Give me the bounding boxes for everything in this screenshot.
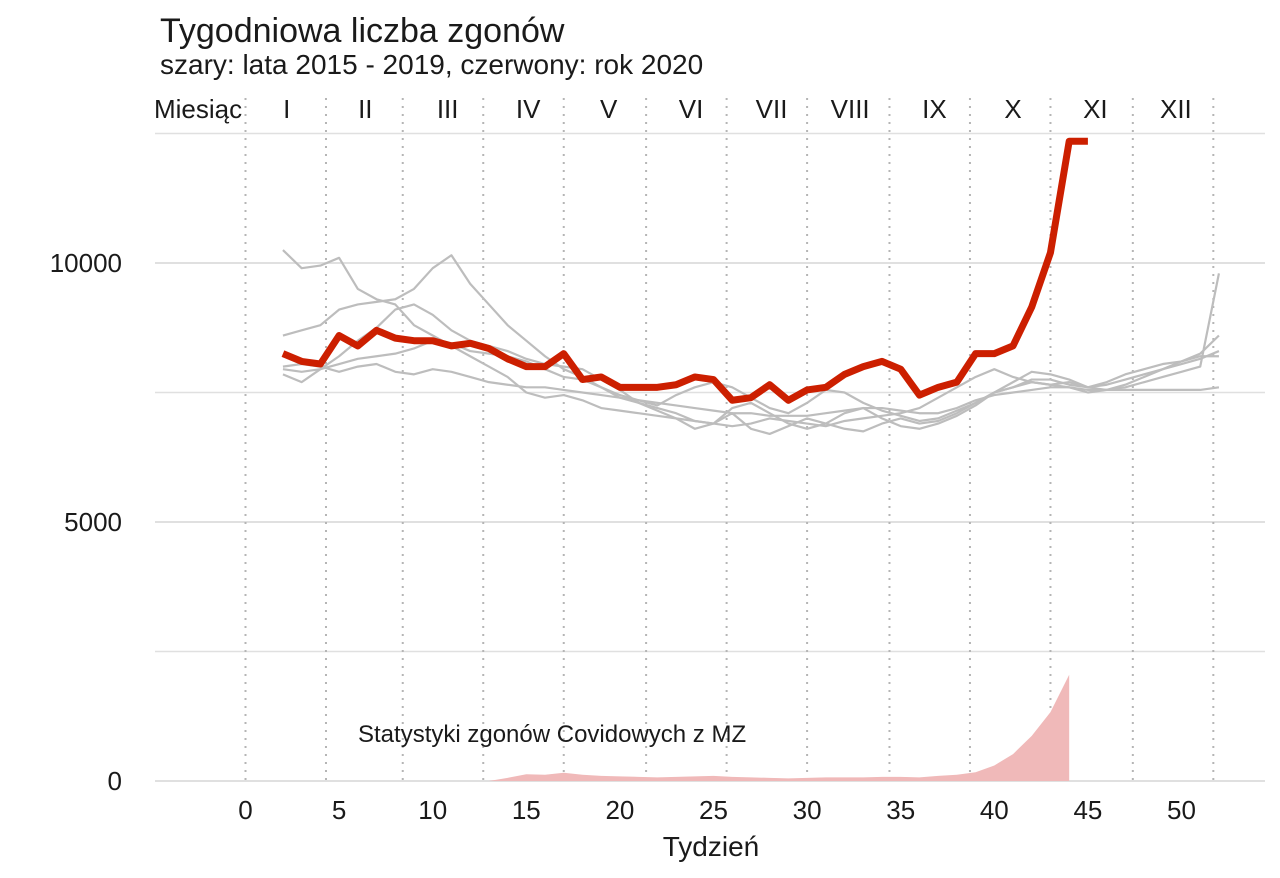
x-tick-label: 0 <box>238 795 252 825</box>
y-tick-label: 0 <box>108 766 122 796</box>
chart-subtitle: szary: lata 2015 - 2019, czerwony: rok 2… <box>160 49 703 80</box>
covid-deaths-area-layer <box>488 674 1070 781</box>
x-tick-label: 25 <box>699 795 728 825</box>
x-tick-label: 30 <box>793 795 822 825</box>
x-axis-title: Tydzień <box>663 831 760 862</box>
month-label: VII <box>756 94 788 124</box>
chart-title: Tygodniowa liczba zgonów <box>160 12 565 50</box>
x-tick-label: 50 <box>1167 795 1196 825</box>
y-tick-label: 10000 <box>50 248 122 278</box>
red-series-2020-line <box>281 137 1088 404</box>
x-tick-label: 15 <box>512 795 541 825</box>
gray-series-line-4 <box>282 303 1220 430</box>
month-label: V <box>600 94 618 124</box>
y-axis-ticks: 0 5000 10000 <box>50 248 122 796</box>
covid-area-label: Statystyki zgonów Covidowych z MZ <box>358 721 746 748</box>
x-tick-label: 40 <box>980 795 1009 825</box>
red-series-layer <box>281 137 1088 404</box>
month-label: IV <box>516 94 541 124</box>
month-row-label: Miesiąc <box>154 94 242 124</box>
y-gridlines <box>155 132 1265 782</box>
x-tick-label: 35 <box>886 795 915 825</box>
x-tick-label: 5 <box>332 795 346 825</box>
month-labels: I II III IV V VI VII VIII IX X XI XII <box>283 94 1192 124</box>
month-label: II <box>358 94 372 124</box>
y-tick-label: 5000 <box>64 507 122 537</box>
month-label: IX <box>922 94 947 124</box>
covid-deaths-area <box>488 674 1070 781</box>
x-tick-label: 45 <box>1073 795 1102 825</box>
month-label: X <box>1004 94 1021 124</box>
x-tick-label: 10 <box>418 795 447 825</box>
month-label: VIII <box>831 94 870 124</box>
gray-series-line-5 <box>282 362 1220 417</box>
month-dividers <box>244 98 1215 781</box>
month-label: I <box>283 94 290 124</box>
month-label: III <box>437 94 459 124</box>
month-label: XII <box>1160 94 1192 124</box>
gray-series-line-3 <box>282 339 1220 423</box>
month-label: VI <box>679 94 704 124</box>
x-axis-ticks: 0 5 10 15 20 25 30 35 40 45 50 <box>238 795 1196 825</box>
month-label: XI <box>1083 94 1108 124</box>
x-tick-label: 20 <box>605 795 634 825</box>
